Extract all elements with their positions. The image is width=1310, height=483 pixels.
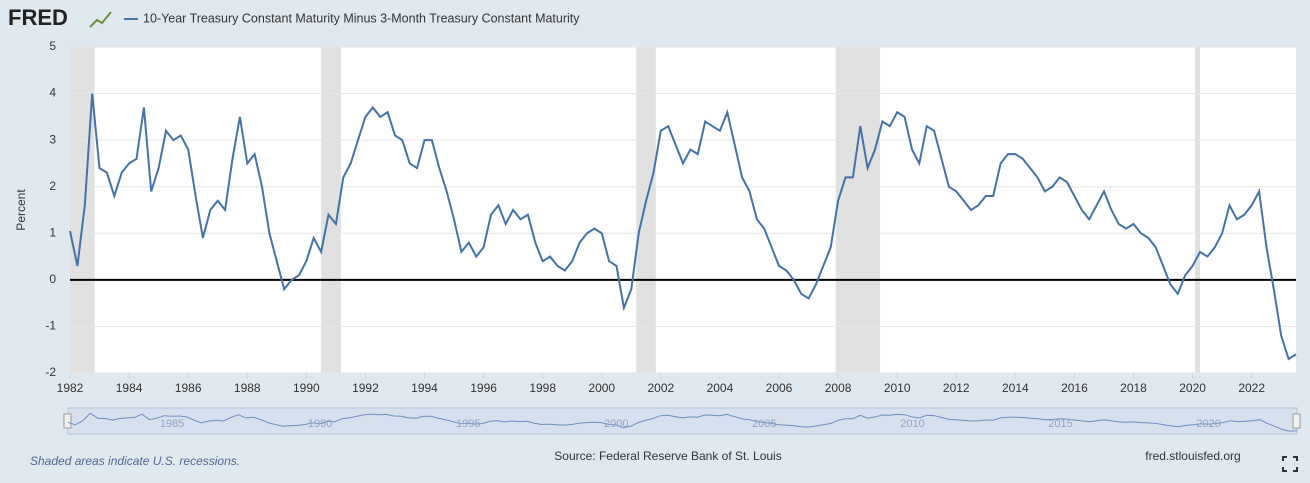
recession-band bbox=[835, 47, 881, 373]
x-tick-label: 2020 bbox=[1179, 381, 1206, 395]
x-tick-label: 1998 bbox=[529, 381, 556, 395]
navigator-tick-label: 2010 bbox=[900, 418, 924, 430]
recession-band bbox=[1194, 47, 1200, 373]
x-tick-label: 2012 bbox=[943, 381, 970, 395]
navigator-tick-label: 2005 bbox=[752, 418, 776, 430]
recession-band bbox=[321, 47, 341, 373]
x-tick-label: 1990 bbox=[293, 381, 320, 395]
navigator-series bbox=[67, 412, 1298, 432]
navigator-handle[interactable] bbox=[1292, 413, 1301, 429]
y-tick-label: -1 bbox=[45, 319, 56, 333]
y-tick-label: 2 bbox=[49, 179, 56, 193]
navigator-tick-label: 1985 bbox=[160, 418, 184, 430]
x-tick-label: 1994 bbox=[411, 381, 438, 395]
plot-area bbox=[70, 47, 1296, 373]
x-tick-label: 2006 bbox=[766, 381, 793, 395]
x-tick-label: 2014 bbox=[1002, 381, 1029, 395]
x-tick-label: 2008 bbox=[825, 381, 852, 395]
y-tick-label: 5 bbox=[49, 39, 56, 53]
x-tick-label: 1982 bbox=[57, 381, 84, 395]
x-tick-label: 1992 bbox=[352, 381, 379, 395]
recession-band bbox=[636, 47, 656, 373]
data-line bbox=[69, 93, 1297, 361]
recession-band bbox=[70, 47, 95, 373]
navigator-tick-label: 1990 bbox=[308, 418, 332, 430]
navigator-tick-label: 2020 bbox=[1196, 418, 1220, 430]
y-axis-label: Percent bbox=[14, 189, 28, 231]
navigator-tick-label: 1995 bbox=[456, 418, 480, 430]
navigator-handle[interactable] bbox=[63, 413, 72, 429]
site-link[interactable]: fred.stlouisfed.org bbox=[1145, 449, 1240, 463]
x-tick-label: 2002 bbox=[647, 381, 674, 395]
x-tick-label: 2004 bbox=[707, 381, 734, 395]
x-tick-label: 1996 bbox=[470, 381, 497, 395]
y-tick-label: 3 bbox=[49, 132, 56, 146]
brand-logo: FRED bbox=[8, 5, 68, 30]
y-tick-label: -2 bbox=[45, 365, 56, 379]
x-tick-label: 2010 bbox=[884, 381, 911, 395]
y-tick-label: 4 bbox=[49, 86, 56, 100]
recession-note: Shaded areas indicate U.S. recessions. bbox=[30, 454, 240, 468]
logo-icon bbox=[89, 11, 112, 28]
x-tick-label: 1986 bbox=[175, 381, 202, 395]
source-note: Source: Federal Reserve Bank of St. Loui… bbox=[554, 449, 781, 463]
x-tick-label: 2022 bbox=[1238, 381, 1265, 395]
x-tick-label: 2016 bbox=[1061, 381, 1088, 395]
fullscreen-icon[interactable] bbox=[1282, 456, 1298, 472]
x-tick-label: 2000 bbox=[588, 381, 615, 395]
navigator-tick-label: 2000 bbox=[604, 418, 628, 430]
navigator-tick-label: 2015 bbox=[1048, 418, 1072, 430]
x-tick-label: 1984 bbox=[116, 381, 143, 395]
x-tick-label: 1988 bbox=[234, 381, 261, 395]
y-tick-label: 1 bbox=[49, 225, 56, 239]
x-tick-label: 2018 bbox=[1120, 381, 1147, 395]
y-tick-label: 0 bbox=[49, 272, 56, 286]
legend-label: 10-Year Treasury Constant Maturity Minus… bbox=[143, 11, 580, 25]
